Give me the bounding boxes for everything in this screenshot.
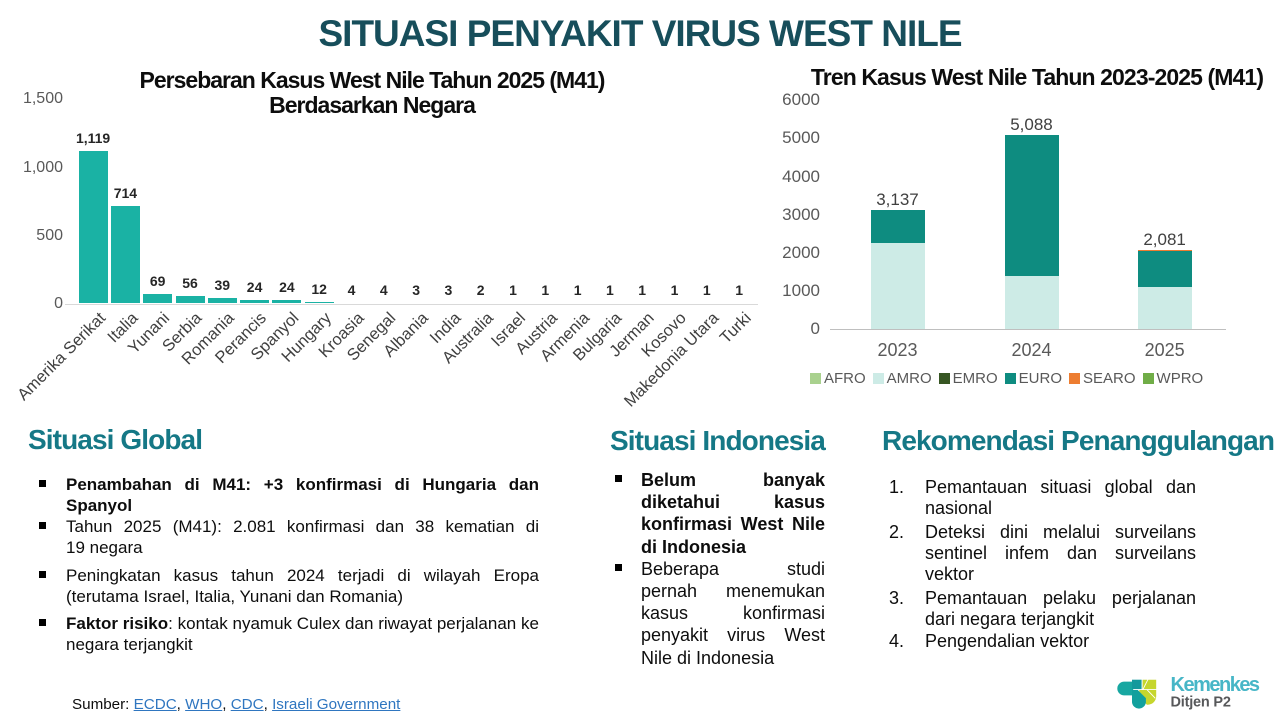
svg-text:Kemenkes: Kemenkes <box>1171 674 1260 696</box>
svg-text:Ditjen P2: Ditjen P2 <box>1171 695 1231 711</box>
